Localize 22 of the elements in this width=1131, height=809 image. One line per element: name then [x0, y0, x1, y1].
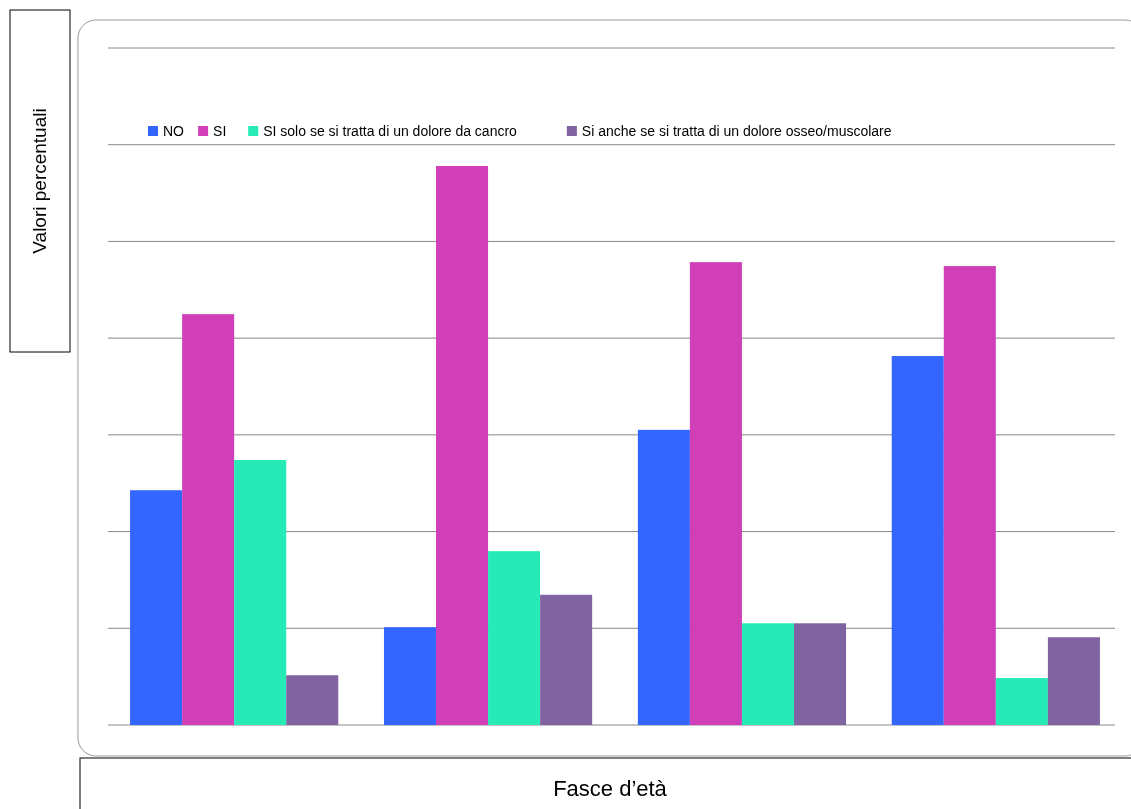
bar [383, 627, 437, 725]
bar [1047, 637, 1100, 725]
bar [488, 551, 541, 725]
bar [234, 460, 287, 725]
bar [637, 429, 690, 725]
bar [540, 594, 593, 725]
bar [182, 314, 235, 725]
legend-label: Si anche se si tratta di un dolore osseo/muscolare [581, 123, 892, 139]
bar [943, 266, 996, 725]
bar [891, 356, 944, 725]
x-axis-title: Fasce d’età [553, 776, 668, 801]
bar [689, 262, 742, 725]
bar [436, 166, 489, 725]
bar [286, 675, 339, 725]
bar [130, 490, 183, 725]
legend-label: SI solo se si tratta di un dolore da cancro [263, 123, 518, 139]
y-axis-title: Valori percentuali [29, 108, 50, 254]
legend-label: NO [163, 123, 185, 139]
bar [793, 623, 847, 725]
legend-label: SI [213, 123, 227, 139]
bar [995, 678, 1048, 725]
bar [741, 623, 794, 725]
